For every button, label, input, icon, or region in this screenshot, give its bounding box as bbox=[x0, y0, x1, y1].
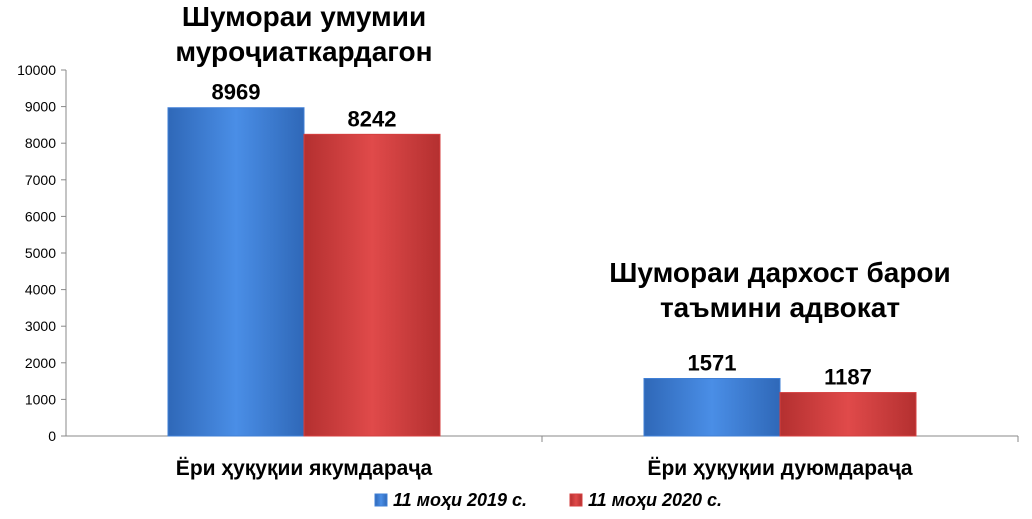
bar-series-0-category-1 bbox=[643, 378, 781, 437]
category-label: Ёри ҳуқуқии якумдараҷа bbox=[176, 457, 433, 480]
legend-label: 11 моҳи 2019 с. bbox=[393, 490, 527, 510]
y-tick-label: 3000 bbox=[25, 318, 56, 334]
data-label: 1571 bbox=[688, 351, 737, 376]
data-label: 8242 bbox=[348, 106, 397, 131]
bar-series-1-category-0 bbox=[303, 133, 441, 437]
y-tick-label: 1000 bbox=[25, 391, 56, 407]
bar-series-0-category-0 bbox=[167, 107, 305, 437]
legend-label: 11 моҳи 2020 с. bbox=[588, 490, 722, 510]
y-tick-label: 7000 bbox=[25, 172, 56, 188]
y-tick-label: 0 bbox=[48, 428, 56, 444]
data-label: 1187 bbox=[824, 365, 872, 390]
y-tick-label: 6000 bbox=[25, 208, 56, 224]
y-tick-label: 8000 bbox=[25, 135, 56, 151]
y-tick-label: 4000 bbox=[25, 282, 56, 298]
y-tick-label: 5000 bbox=[25, 245, 56, 261]
category-label: Ёри ҳуқуқии дуюмдараҷа bbox=[647, 457, 912, 480]
y-tick-label: 10000 bbox=[17, 62, 56, 78]
y-tick-label: 2000 bbox=[25, 355, 56, 371]
chart-annotation: муроҷиаткардагон bbox=[175, 36, 432, 67]
chart-annotation: Шумораи умумии bbox=[182, 1, 426, 32]
bar-series-1-category-1 bbox=[779, 392, 917, 437]
chart-annotation: таъмини адвокат bbox=[660, 292, 900, 323]
legend-swatch bbox=[374, 493, 388, 507]
chart-annotation: Шумораи дархост барои bbox=[609, 257, 951, 288]
y-tick-label: 9000 bbox=[25, 99, 56, 115]
data-label: 8969 bbox=[212, 80, 261, 105]
legend-swatch bbox=[569, 493, 583, 507]
